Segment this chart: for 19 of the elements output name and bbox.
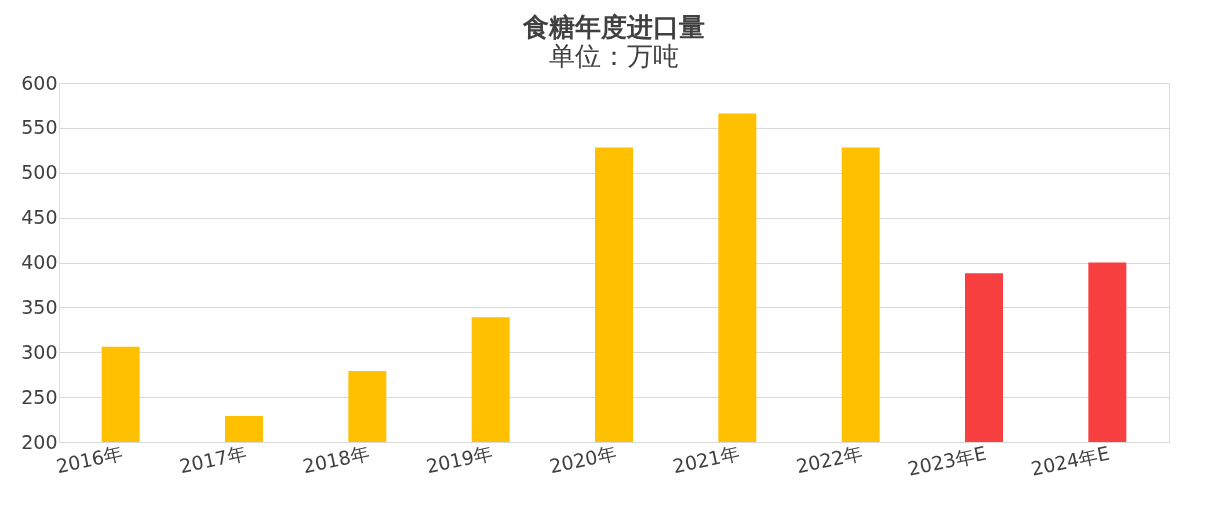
x-tick-label: 2019年 bbox=[424, 441, 495, 478]
y-tick-label: 500 bbox=[21, 161, 58, 184]
x-tick-label: 2018年 bbox=[300, 441, 372, 478]
y-tick-label: 350 bbox=[21, 295, 58, 318]
x-tick-label: 2021年 bbox=[670, 441, 742, 478]
x-tick-label: 2020年 bbox=[547, 441, 618, 478]
x-tick-label: 2024年E bbox=[1029, 441, 1112, 480]
y-tick-label: 300 bbox=[21, 340, 58, 363]
y-tick-label: 200 bbox=[21, 430, 58, 453]
y-tick-label: 250 bbox=[21, 385, 58, 408]
y-tick-label: 400 bbox=[21, 251, 58, 273]
x-tick-label: 2022年 bbox=[794, 441, 865, 478]
x-tick-label: 2023年E bbox=[905, 441, 988, 480]
y-tick-label: 550 bbox=[21, 116, 58, 139]
x-tick-label: 2017年 bbox=[177, 441, 248, 478]
chart-subtitle: 单位：万吨 bbox=[549, 41, 679, 71]
y-tick-label: 600 bbox=[21, 71, 58, 94]
y-tick-label: 450 bbox=[21, 206, 58, 229]
chart-title: 食糖年度进口量 bbox=[522, 12, 705, 42]
